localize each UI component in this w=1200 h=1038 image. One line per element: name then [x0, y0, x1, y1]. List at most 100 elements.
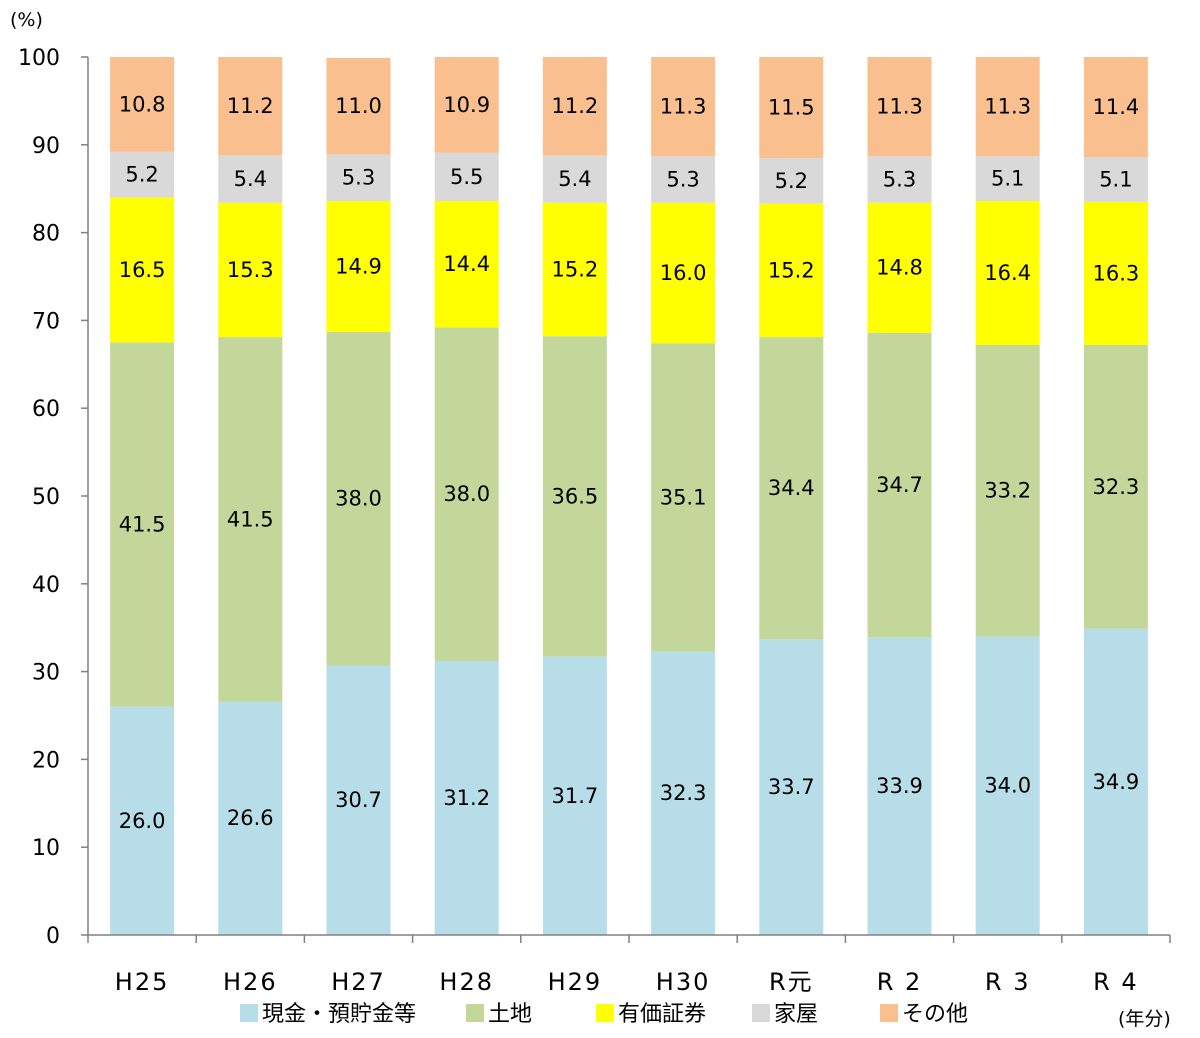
bar-segment [759, 203, 824, 338]
bar-segment [542, 336, 607, 657]
data-label: 16.3 [1093, 261, 1140, 285]
data-label: 14.8 [876, 256, 923, 280]
data-label: 11.2 [227, 94, 274, 118]
data-label: 5.4 [558, 167, 591, 191]
bar-segment [651, 343, 716, 652]
x-tick-label: R元 [769, 968, 814, 996]
bar-segment [434, 327, 499, 662]
data-label: 35.1 [660, 485, 707, 509]
bar-segment [1083, 157, 1148, 202]
bar-segment [542, 57, 607, 156]
bar-segment [542, 202, 607, 337]
bar-segment [1083, 57, 1148, 158]
bar-segment [651, 651, 716, 935]
bar-segment [434, 200, 499, 328]
data-label: 32.3 [1093, 475, 1140, 499]
axes-group: 0 10 20 30 40 50 60 70 80 90 100 H25 H26 H27 H28 H29 H30… [18, 46, 1171, 996]
data-label: 26.0 [119, 809, 166, 833]
data-label: 33.2 [984, 479, 1031, 503]
data-label: 16.4 [984, 261, 1031, 285]
legend-label: その他 [902, 1002, 968, 1027]
x-axis-unit: (年分) [1118, 1008, 1171, 1030]
data-label: 11.5 [768, 95, 815, 119]
data-label: 33.9 [876, 774, 923, 798]
x-tick-label: R 3 [985, 968, 1031, 996]
y-tick-label: 100 [18, 46, 60, 71]
bar-segment [434, 152, 499, 201]
y-tick-label: 90 [32, 134, 60, 159]
y-tick-label: 20 [32, 748, 60, 773]
bar-segment [975, 156, 1040, 201]
data-label: 33.7 [768, 775, 815, 799]
y-tick-label: 30 [32, 661, 60, 686]
data-label: 34.4 [768, 476, 815, 500]
bar-segment [651, 202, 716, 344]
data-label: 11.2 [552, 94, 599, 118]
bar-segment [110, 197, 175, 343]
bar-segment [326, 200, 391, 332]
data-label: 11.3 [876, 95, 923, 119]
bar-segment [218, 202, 283, 338]
y-tick-label: 40 [32, 573, 60, 598]
data-label: 38.0 [443, 482, 490, 506]
data-label: 32.3 [660, 781, 707, 805]
x-tick-label: R 4 [1093, 968, 1139, 996]
data-label: 15.2 [552, 257, 599, 281]
y-tick-label: 80 [32, 222, 60, 247]
data-label: 11.3 [660, 95, 707, 119]
x-tick-label: H30 [656, 968, 711, 996]
bar-segment [975, 200, 1040, 345]
y-tick-label: 70 [32, 309, 60, 334]
bar-segment [759, 337, 824, 640]
bar-segment [975, 344, 1040, 637]
data-label: 5.3 [342, 166, 375, 190]
legend-swatch [752, 1004, 770, 1022]
bar-segment [867, 57, 932, 157]
legend-swatch [240, 1004, 258, 1022]
bar-segment [110, 151, 175, 198]
legend-swatch [466, 1004, 484, 1022]
data-label: 5.4 [234, 167, 267, 191]
data-label: 10.8 [119, 92, 166, 116]
x-tick-label: H25 [115, 968, 170, 996]
bar-segment [218, 701, 283, 935]
bar-segment [867, 202, 932, 333]
data-label: 5.2 [775, 169, 808, 193]
data-label: 38.0 [335, 487, 382, 511]
y-tick-label: 60 [32, 397, 60, 422]
data-label: 31.2 [443, 786, 490, 810]
y-tick-label: 0 [46, 924, 60, 949]
bar-segment [651, 156, 716, 203]
data-label: 14.9 [335, 254, 382, 278]
bar-segment [218, 57, 283, 156]
bar-segment [651, 57, 716, 157]
x-tick-label: R 2 [877, 968, 923, 996]
data-label: 31.7 [552, 784, 599, 808]
bar-segment [326, 57, 391, 155]
bars-group: 26.0 41.5 16.5 5.2 10.8 26.6 41.5 15.3 5.4 11.2 30… [110, 57, 1148, 935]
data-label: 16.5 [119, 258, 166, 282]
data-label: 36.5 [552, 484, 599, 508]
bar-segment [326, 331, 391, 666]
data-label: 34.0 [984, 774, 1031, 798]
data-label: 14.4 [443, 252, 490, 276]
bar-segment [110, 342, 175, 707]
bar-segment [434, 661, 499, 935]
legend-label: 家屋 [774, 1002, 818, 1027]
data-label: 5.3 [666, 167, 699, 191]
data-label: 41.5 [119, 513, 166, 537]
bar-segment [759, 157, 824, 204]
data-label: 11.3 [984, 95, 1031, 119]
legend: 現金・預貯金等 土地 有価証券 家屋 その他 [240, 1002, 968, 1027]
bar-segment [975, 57, 1040, 157]
data-label: 34.7 [876, 473, 923, 497]
legend-label: 有価証券 [618, 1002, 706, 1027]
y-axis-unit: (%) [10, 9, 43, 31]
data-label: 30.7 [335, 788, 382, 812]
bar-segment [1083, 628, 1148, 935]
bar-segment [867, 332, 932, 638]
data-label: 15.2 [768, 258, 815, 282]
bar-segment [434, 57, 499, 153]
legend-swatch [596, 1004, 614, 1022]
